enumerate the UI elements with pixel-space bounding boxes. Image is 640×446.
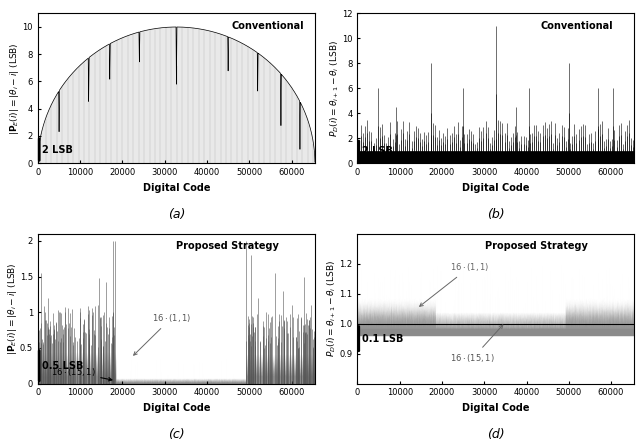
Text: 2 LSB: 2 LSB [362, 146, 392, 156]
Text: (c): (c) [168, 429, 185, 442]
Text: Conventional: Conventional [232, 21, 305, 31]
Text: (a): (a) [168, 208, 185, 221]
X-axis label: Digital Code: Digital Code [462, 403, 530, 413]
Text: $16 \cdot (1, 1)$: $16 \cdot (1, 1)$ [134, 312, 191, 355]
X-axis label: Digital Code: Digital Code [143, 403, 210, 413]
X-axis label: Digital Code: Digital Code [143, 182, 210, 193]
Y-axis label: $|\mathbf{P}_E(i)| = |\theta_i - i|$ (LSB): $|\mathbf{P}_E(i)| = |\theta_i - i|$ (LS… [8, 42, 21, 135]
X-axis label: Digital Code: Digital Code [462, 182, 530, 193]
Text: $16 \cdot (1, 1)$: $16 \cdot (1, 1)$ [420, 261, 490, 306]
Text: $16 \cdot (15, 1)$: $16 \cdot (15, 1)$ [51, 366, 112, 381]
Y-axis label: $P_D(i) = \theta_{i+1} - \theta_i$ (LSB): $P_D(i) = \theta_{i+1} - \theta_i$ (LSB) [326, 260, 338, 357]
Text: Conventional: Conventional [540, 21, 613, 31]
Text: 0.5 LSB: 0.5 LSB [42, 361, 84, 371]
Text: Proposed Strategy: Proposed Strategy [485, 241, 588, 251]
Y-axis label: $P_D(i) = \theta_{i+1} - \theta_i$ (LSB): $P_D(i) = \theta_{i+1} - \theta_i$ (LSB) [328, 40, 340, 137]
Text: 2 LSB: 2 LSB [42, 145, 73, 154]
Text: (d): (d) [487, 429, 505, 442]
Text: Proposed Strategy: Proposed Strategy [177, 241, 279, 251]
Text: (b): (b) [487, 208, 505, 221]
Text: 0.1 LSB: 0.1 LSB [362, 334, 403, 343]
Y-axis label: $|\mathbf{P}_E(i)| = |\theta_i - i|$ (LSB): $|\mathbf{P}_E(i)| = |\theta_i - i|$ (LS… [6, 262, 19, 355]
Text: $16 \cdot (15, 1)$: $16 \cdot (15, 1)$ [451, 325, 503, 364]
